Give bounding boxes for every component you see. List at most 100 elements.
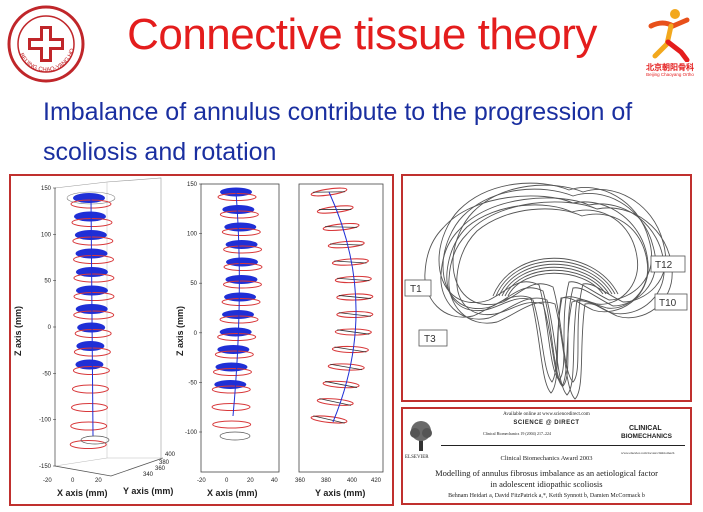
z-tick-label: -50	[188, 380, 197, 386]
plot-xz-x-label: X axis (mm)	[207, 488, 258, 498]
disc-blue	[215, 362, 248, 372]
disc-axis	[338, 295, 371, 299]
disc-blue	[225, 275, 258, 284]
canal-arc	[495, 260, 616, 297]
disc-axis	[330, 363, 363, 371]
disc-red	[69, 440, 107, 449]
disc-red	[73, 292, 115, 301]
disc-blue	[222, 310, 255, 319]
disc-blue	[217, 345, 250, 354]
spine-plots-figure: 150 100 50 0 -50 -100 -150 Z axis (mm) X axis …	[9, 174, 394, 506]
spine-axis	[90, 197, 94, 437]
award-line: Clinical Biomechanics Award 2003	[500, 455, 593, 462]
disc-axis	[319, 209, 352, 210]
disc-blue	[224, 222, 257, 232]
plot-3d-y-tick: 400	[165, 452, 176, 458]
slide-title: Connective tissue theory	[127, 10, 597, 59]
plot-3d-x-label: X axis (mm)	[57, 488, 108, 498]
z-tick-label: 100	[41, 232, 52, 238]
disc-red	[223, 263, 263, 271]
plot-yz-x-tick: 380	[321, 478, 332, 484]
disc-red	[73, 273, 115, 283]
plot-3d-y-tick: 340	[143, 472, 154, 478]
vertebra-contour	[424, 195, 649, 394]
online-notice: Available online at www.sciencedirect.co…	[503, 412, 590, 417]
hospital-logo: BEIJING CHAO-YANG HOSPITAL	[6, 4, 85, 83]
disc-blue	[77, 322, 106, 333]
journal-url: www.elsevier.com/locate/clinbiomech	[621, 451, 675, 455]
plot-3d-x-tick: 20	[95, 478, 102, 484]
disc-red	[72, 236, 114, 246]
disc-axis	[319, 398, 352, 406]
vertebra-contour	[448, 201, 673, 400]
plot-yz-x-tick: 420	[371, 478, 382, 484]
disc-red	[70, 403, 108, 412]
disc-red	[211, 385, 251, 394]
disc-red	[316, 398, 354, 406]
publisher-name: ELSEVIER	[405, 455, 429, 460]
disc-red	[71, 218, 113, 227]
plot-3d-y-tick: 360	[155, 466, 166, 472]
disc-axis	[330, 243, 363, 246]
contours-svg: T1 T3 T12 T10	[404, 182, 688, 400]
dept-logo-label: 北京朝阳骨科	[646, 63, 694, 72]
disc-red	[223, 245, 263, 254]
z-tick-label: 0	[194, 331, 198, 337]
plot-yz-x-label: Y axis (mm)	[315, 488, 365, 498]
plot-3d: 150 100 50 0 -50 -100 -150 Z axis (mm) X axis …	[13, 177, 176, 498]
disc-red	[73, 255, 115, 264]
plot-xz-x-tick: 0	[225, 478, 229, 484]
vertebra-contour	[452, 184, 666, 383]
disc-red	[327, 363, 365, 371]
disc-red	[222, 280, 262, 289]
canal-arc	[498, 263, 613, 297]
disc-red	[322, 222, 360, 232]
paper-title-2: in adolescent idiopathic scoliosis	[490, 479, 603, 489]
vertebra-contour	[442, 188, 656, 387]
z-tick-label: 150	[187, 182, 198, 188]
z-tick-label: 100	[187, 232, 198, 238]
z-tick-label: -100	[185, 430, 198, 436]
disc-axis	[337, 277, 370, 282]
journal-ref: Clinical Biomechanics 19 (2004) 217–224	[483, 431, 551, 436]
disc-red	[72, 366, 110, 375]
z-tick-label: 150	[41, 186, 52, 192]
disc-axis	[334, 346, 367, 353]
spine-axis	[232, 191, 240, 417]
svg-text:T12: T12	[655, 260, 673, 271]
vertebra-contours-figure: T1 T3 T12 T10	[401, 174, 692, 402]
paper-authors: Behnam Heidari a, David FitzPatrick a,*,…	[448, 493, 645, 499]
disc-red	[71, 384, 109, 394]
disc-blue	[225, 257, 258, 267]
paper-rule	[441, 445, 685, 446]
contour-label-t12: T12	[650, 255, 686, 273]
disc-red	[336, 293, 374, 301]
dept-logo-sublabel: Beijing Chaoyang Ortho	[646, 72, 694, 77]
disc-red	[73, 310, 115, 320]
disc-red	[217, 333, 257, 341]
plot-xz-x-tick: -20	[197, 478, 206, 484]
plot-3d-x-tick: -20	[43, 478, 52, 484]
disc-blue	[219, 327, 252, 337]
disc-red	[212, 368, 252, 376]
disc-red	[211, 403, 251, 411]
z-tick-label: 0	[48, 325, 52, 331]
disc-red	[74, 329, 112, 338]
disc-blue	[75, 359, 104, 370]
disc-red	[310, 187, 348, 197]
z-tick-label: -150	[39, 464, 52, 470]
disc-red	[327, 240, 365, 249]
svg-text:T10: T10	[659, 298, 677, 309]
disc-red	[334, 275, 372, 284]
elsevier-tree-icon	[410, 421, 432, 451]
contour-label-t1: T1	[404, 279, 432, 297]
sciencedirect-logo: SCIENCE @ DIRECT	[513, 420, 580, 426]
disc-red	[331, 258, 369, 266]
svg-text:T1: T1	[410, 284, 422, 295]
disc-blue	[225, 240, 258, 249]
subtitle-line-2: scoliosis and rotation	[43, 138, 277, 166]
disc-red	[221, 298, 261, 306]
plot-3d-y-tick: 380	[159, 460, 170, 466]
svg-text:T3: T3	[424, 334, 436, 345]
canal-arc	[507, 272, 604, 297]
